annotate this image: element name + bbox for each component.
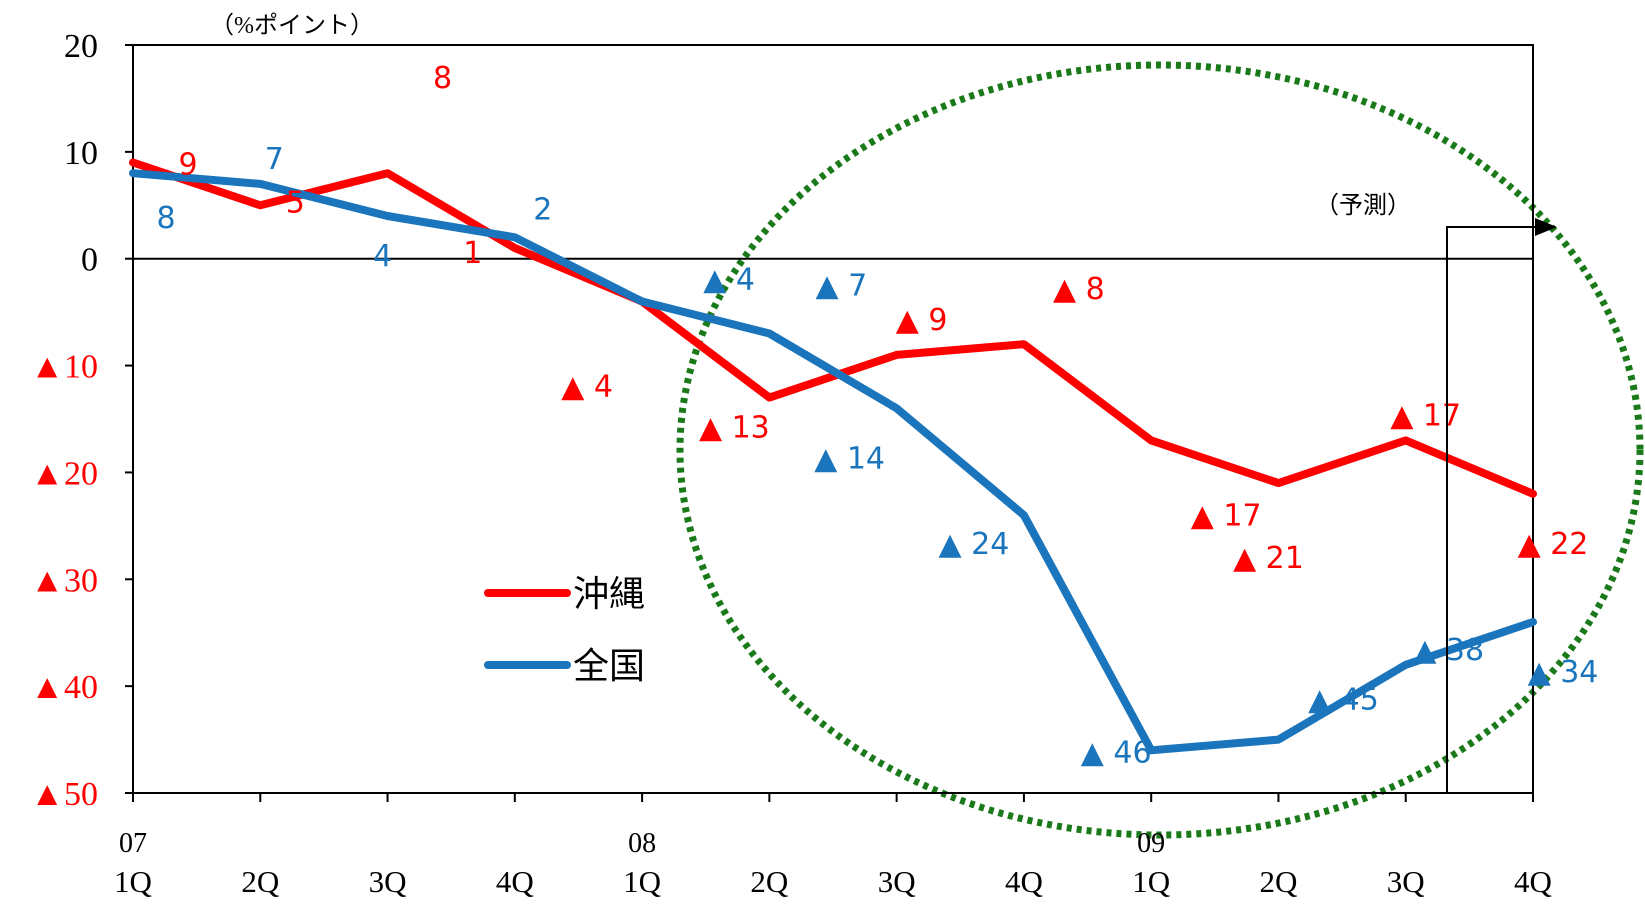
- data-label: ▲ 17: [1191, 498, 1262, 533]
- x-tick-label: 1Q: [114, 864, 152, 899]
- forecast-label: （予測）: [1315, 192, 1411, 219]
- x-tick-label: 4Q: [1514, 864, 1552, 899]
- legend-label: 全国: [573, 646, 645, 686]
- y-tick-label: ▲20: [30, 455, 98, 492]
- data-label: 5: [286, 185, 305, 220]
- data-label: ▲ 38: [1413, 633, 1484, 668]
- x-tick-label: 3Q: [1387, 864, 1425, 899]
- data-label: ▲ 24: [939, 527, 1010, 562]
- x-tick-label: 2Q: [241, 864, 279, 899]
- highlight-ellipse: [676, 61, 1644, 839]
- x-year-label: 09: [1137, 828, 1165, 859]
- data-point: [766, 330, 773, 337]
- data-label: 9: [178, 148, 197, 183]
- legend-label: 沖縄: [573, 574, 645, 614]
- y-tick-label: ▲40: [30, 669, 98, 706]
- y-tick-label: 0: [81, 242, 98, 279]
- series-line-全国: [129, 169, 1537, 755]
- data-label: 7: [265, 142, 284, 177]
- data-label: ▲ 46: [1081, 735, 1152, 770]
- data-label: ▲ 21: [1233, 541, 1304, 576]
- data-point: [257, 180, 264, 187]
- data-point: [1530, 619, 1536, 626]
- data-label: ▲ 17: [1390, 398, 1461, 433]
- data-label: 1: [463, 236, 482, 271]
- data-point: [1402, 437, 1409, 444]
- data-point: [1020, 341, 1027, 348]
- x-tick-label: 2Q: [750, 864, 788, 899]
- data-label: 8: [156, 201, 175, 236]
- data-point: [384, 212, 391, 219]
- data-point: [766, 394, 773, 401]
- x-tick-label: 4Q: [1005, 864, 1043, 899]
- x-tick-label: 1Q: [623, 864, 661, 899]
- data-point: [511, 245, 518, 252]
- data-point: [1020, 512, 1027, 519]
- y-tick-label: 10: [64, 135, 98, 172]
- data-point: [130, 170, 136, 177]
- data-label: 4: [373, 239, 392, 274]
- y-tick-label: ▲30: [30, 562, 98, 599]
- data-point: [1402, 661, 1409, 668]
- data-label: ▲ 45: [1308, 683, 1379, 718]
- data-label: ▲ 4: [561, 369, 613, 404]
- data-point: [1275, 736, 1282, 743]
- data-point: [639, 298, 646, 305]
- data-label: ▲ 14: [814, 441, 885, 476]
- x-tick-label: 3Q: [878, 864, 916, 899]
- data-point: [1530, 490, 1536, 497]
- y-tick-label: 20: [64, 28, 98, 65]
- data-label: ▲ 9: [896, 303, 948, 338]
- y-tick-label: ▲50: [30, 776, 98, 813]
- x-year-label: 07: [119, 828, 147, 859]
- data-point: [384, 170, 391, 177]
- data-point: [511, 234, 518, 241]
- data-label: ▲ 34: [1528, 655, 1599, 690]
- x-tick-label: 2Q: [1260, 864, 1298, 899]
- data-label: ▲ 22: [1518, 527, 1589, 562]
- data-point: [893, 405, 900, 412]
- data-point: [257, 202, 264, 209]
- data-point: [130, 159, 136, 166]
- data-point: [893, 351, 900, 358]
- data-point: [1148, 437, 1155, 444]
- x-tick-label: 1Q: [1132, 864, 1170, 899]
- y-tick-label: ▲10: [30, 349, 98, 386]
- x-tick-label: 4Q: [496, 864, 534, 899]
- forecast-bracket: [1446, 226, 1535, 793]
- series-line-沖縄: [129, 158, 1537, 498]
- data-point: [1148, 747, 1155, 754]
- data-label: ▲ 7: [816, 269, 868, 304]
- data-label: ▲ 4: [703, 262, 755, 297]
- x-tick-label: 3Q: [369, 864, 407, 899]
- plot-frame: [132, 44, 1534, 794]
- data-label: 2: [533, 192, 552, 227]
- data-label: ▲ 8: [1053, 272, 1105, 307]
- x-year-label: 08: [628, 828, 656, 859]
- data-label: 8: [433, 61, 452, 96]
- unit-label: （%ポイント）: [210, 12, 374, 39]
- data-label: ▲ 13: [699, 411, 770, 446]
- forecast-arrow-icon: [1535, 218, 1557, 236]
- data-point: [1275, 480, 1282, 487]
